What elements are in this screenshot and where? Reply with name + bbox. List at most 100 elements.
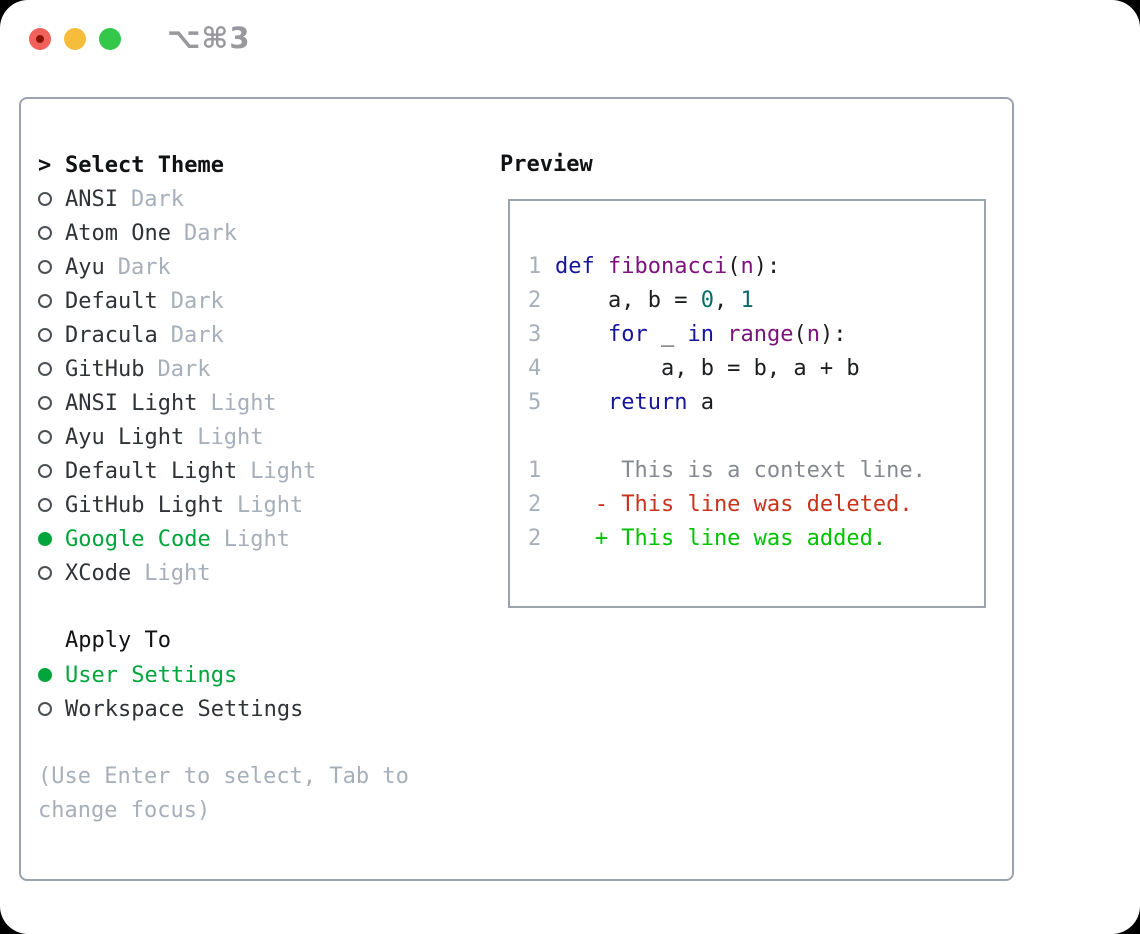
radio-icon bbox=[38, 328, 52, 342]
theme-variant-tag: Light bbox=[144, 560, 211, 586]
theme-option-ansi[interactable]: ANSI Dark bbox=[38, 182, 478, 216]
code-line: 2 - This line was deleted. bbox=[528, 488, 984, 522]
radio-icon bbox=[38, 464, 52, 478]
radio-icon bbox=[38, 294, 52, 308]
line-number: 4 bbox=[528, 356, 542, 381]
theme-option-ansi-light[interactable]: ANSI Light Light bbox=[38, 386, 478, 420]
token-plain: ( bbox=[793, 322, 807, 347]
code-line: 1 This is a context line. bbox=[528, 454, 984, 488]
theme-name: Google Code bbox=[65, 526, 211, 552]
theme-variant-tag: Dark bbox=[170, 288, 224, 314]
token-plain: ): bbox=[819, 322, 847, 347]
token-function: fibonacci bbox=[608, 254, 728, 279]
token-literal: 0 bbox=[700, 288, 714, 313]
token-function: n bbox=[806, 322, 820, 347]
theme-option-atom-one[interactable]: Atom One Dark bbox=[38, 216, 478, 250]
theme-name: Default bbox=[65, 288, 158, 314]
theme-name: Ayu Light bbox=[65, 424, 185, 450]
code-text: return a bbox=[555, 386, 714, 420]
code-line: 3 for _ in range(n): bbox=[528, 318, 984, 352]
zoom-button[interactable] bbox=[99, 28, 121, 50]
radio-icon bbox=[38, 396, 52, 410]
theme-name: XCode bbox=[65, 560, 132, 586]
token-keyword: return bbox=[607, 390, 688, 415]
theme-name: GitHub Light bbox=[65, 492, 224, 518]
radio-icon bbox=[38, 192, 52, 206]
theme-option-github[interactable]: GitHub Dark bbox=[38, 352, 478, 386]
theme-option-dracula[interactable]: Dracula Dark bbox=[38, 318, 478, 352]
code-line: 2 a, b = 0, 1 bbox=[528, 284, 984, 318]
token-plain bbox=[714, 322, 727, 347]
radio-icon bbox=[38, 702, 52, 716]
theme-name: GitHub bbox=[65, 356, 145, 382]
select-theme-header: > Select Theme bbox=[38, 148, 478, 182]
token-plain bbox=[595, 254, 608, 279]
token-function: n bbox=[740, 254, 754, 279]
theme-variant-tag: Light bbox=[250, 458, 317, 484]
apply-to-header: Apply To bbox=[65, 628, 171, 653]
token-plain bbox=[555, 390, 608, 415]
token-keyword: in bbox=[687, 322, 714, 347]
theme-list: ANSI Dark Atom One Dark Ayu Dark Default Dark Dr… bbox=[38, 182, 478, 590]
cursor-prefix-icon: > bbox=[38, 152, 52, 178]
theme-variant-tag: Dark bbox=[117, 254, 171, 280]
code-text: def fibonacci(n): bbox=[555, 250, 780, 284]
radio-icon bbox=[38, 498, 52, 512]
code-text: + This line was added. bbox=[555, 522, 886, 556]
hint-text: (Use Enter to select, Tab to change focu… bbox=[38, 764, 409, 823]
theme-option-xcode[interactable]: XCode Light bbox=[38, 556, 478, 590]
token-deleted: - This line was deleted. bbox=[555, 492, 913, 517]
radio-selected-icon bbox=[38, 668, 52, 682]
token-added: + This line was added. bbox=[555, 526, 887, 551]
code-line: 2 + This line was added. bbox=[528, 522, 984, 556]
select-theme-label: Select Theme bbox=[65, 152, 224, 178]
code-text: for _ in range(n): bbox=[555, 318, 846, 352]
theme-name: Atom One bbox=[65, 220, 171, 246]
theme-option-google-code[interactable]: Google Code Light bbox=[38, 522, 478, 556]
line-number: 1 bbox=[528, 458, 542, 483]
token-plain: ): bbox=[753, 254, 781, 279]
token-context: This is a context line. bbox=[555, 458, 926, 483]
close-button[interactable] bbox=[29, 28, 51, 50]
apply-option-user-settings[interactable]: User Settings bbox=[38, 658, 478, 692]
line-number: 2 bbox=[528, 288, 542, 313]
theme-option-default[interactable]: Default Dark bbox=[38, 284, 478, 318]
theme-name: Dracula bbox=[65, 322, 158, 348]
line-number: 1 bbox=[528, 254, 542, 279]
theme-variant-tag: Light bbox=[210, 390, 277, 416]
token-keyword: def bbox=[555, 254, 595, 279]
traffic-lights bbox=[29, 28, 121, 50]
line-number: 5 bbox=[528, 390, 542, 415]
titlebar: ⌥⌘3 bbox=[0, 0, 1140, 76]
theme-option-ayu[interactable]: Ayu Dark bbox=[38, 250, 478, 284]
token-literal: 1 bbox=[740, 288, 754, 313]
apply-option-label: Workspace Settings bbox=[65, 696, 304, 722]
minimize-button[interactable] bbox=[64, 28, 86, 50]
apply-option-workspace-settings[interactable]: Workspace Settings bbox=[38, 692, 478, 726]
token-plain: a, b = b, a + b bbox=[555, 356, 860, 381]
radio-icon bbox=[38, 362, 52, 376]
code-text: a, b = b, a + b bbox=[555, 352, 860, 386]
theme-picker-panel: > Select Theme ANSI Dark Atom One Dark Ayu Da… bbox=[19, 97, 1014, 881]
theme-variant-tag: Dark bbox=[157, 356, 211, 382]
token-plain: _ bbox=[647, 322, 688, 347]
code-line: 1 def fibonacci(n): bbox=[528, 250, 984, 284]
code-line bbox=[528, 420, 984, 454]
theme-option-github-light[interactable]: GitHub Light Light bbox=[38, 488, 478, 522]
theme-variant-tag: Dark bbox=[183, 220, 237, 246]
line-number: 3 bbox=[528, 322, 542, 347]
theme-list-column: > Select Theme ANSI Dark Atom One Dark Ayu Da… bbox=[38, 148, 478, 828]
line-number: 2 bbox=[528, 526, 542, 551]
token-plain: a, b = bbox=[555, 288, 701, 313]
code-text: This is a context line. bbox=[555, 454, 926, 488]
preview-header: Preview bbox=[500, 152, 593, 177]
token-plain: a bbox=[687, 390, 714, 415]
theme-option-default-light[interactable]: Default Light Light bbox=[38, 454, 478, 488]
theme-variant-tag: Light bbox=[236, 492, 304, 518]
theme-option-ayu-light[interactable]: Ayu Light Light bbox=[38, 420, 478, 454]
token-keyword: for bbox=[607, 322, 648, 347]
code-text: a, b = 0, 1 bbox=[555, 284, 754, 318]
